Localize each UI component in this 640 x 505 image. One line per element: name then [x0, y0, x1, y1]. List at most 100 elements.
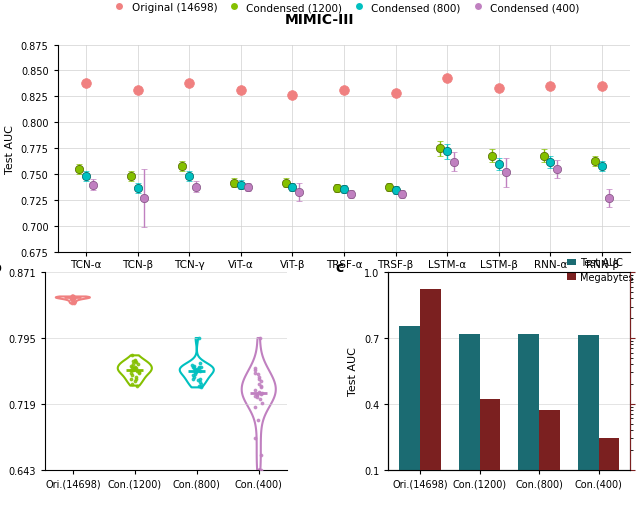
Point [67, 294, 77, 302]
Point [256, 378, 266, 386]
Point [68, 294, 79, 302]
Point [188, 364, 198, 372]
Text: a: a [17, 0, 27, 2]
Point [132, 367, 143, 375]
Bar [539, 411, 560, 505]
Point [250, 365, 260, 373]
Point [69, 294, 79, 302]
Text: MIMIC-III: MIMIC-III [285, 13, 355, 27]
Point [131, 365, 141, 373]
Point [188, 375, 198, 383]
Point [189, 368, 200, 376]
Point [67, 295, 77, 304]
Point [130, 356, 140, 364]
Point [132, 382, 143, 390]
Point [69, 299, 79, 307]
Point [195, 375, 205, 383]
Point [67, 293, 77, 301]
Point [133, 360, 143, 368]
Point [195, 365, 205, 373]
Point [67, 296, 77, 305]
Point [67, 294, 77, 302]
Point [134, 369, 144, 377]
Point [255, 384, 266, 392]
Point [130, 378, 140, 386]
Point [250, 369, 260, 377]
Point [131, 359, 141, 367]
Point [189, 362, 199, 370]
Point [194, 382, 204, 390]
Point [254, 380, 264, 388]
Point [68, 298, 79, 306]
Legend: Original (14698), Condensed (1200), Condensed (800), Condensed (400): Original (14698), Condensed (1200), Cond… [104, 0, 584, 17]
Point [250, 386, 260, 394]
Y-axis label: Test AUC: Test AUC [348, 347, 358, 395]
Bar [420, 290, 441, 505]
Point [257, 399, 267, 407]
Y-axis label: Test AUC: Test AUC [5, 125, 15, 173]
Point [189, 366, 200, 374]
Point [130, 358, 140, 366]
Point [250, 392, 260, 400]
Point [68, 297, 78, 305]
Point [194, 363, 204, 371]
Point [256, 451, 266, 459]
Point [125, 375, 136, 383]
Point [126, 366, 136, 374]
Point [67, 293, 77, 301]
Point [189, 365, 199, 373]
Point [67, 294, 77, 302]
Text: c: c [335, 261, 344, 275]
Point [255, 466, 266, 474]
Point [254, 373, 264, 381]
Point [128, 366, 138, 374]
Point [191, 366, 201, 374]
Point [68, 294, 78, 302]
Point [190, 370, 200, 378]
Point [253, 375, 264, 383]
Point [252, 416, 262, 424]
Point [67, 294, 77, 302]
Point [129, 365, 140, 373]
Point [67, 300, 77, 308]
Point [188, 372, 198, 380]
Bar [459, 334, 480, 491]
Point [127, 360, 138, 368]
Point [68, 294, 79, 302]
Point [252, 393, 262, 401]
Point [131, 373, 141, 381]
Point [255, 389, 265, 397]
Point [127, 380, 138, 388]
Point [66, 294, 76, 302]
Point [255, 334, 265, 342]
Point [134, 368, 144, 376]
Point [189, 373, 199, 381]
Point [250, 403, 260, 412]
Point [67, 294, 77, 302]
Point [128, 358, 138, 366]
Bar [578, 336, 598, 491]
Point [126, 369, 136, 377]
Point [67, 294, 77, 302]
Point [131, 375, 141, 383]
Point [68, 293, 78, 301]
Point [67, 295, 77, 304]
Point [193, 334, 204, 342]
Point [69, 295, 79, 304]
Point [130, 363, 140, 371]
Point [195, 378, 205, 386]
Point [257, 389, 268, 397]
Point [195, 360, 205, 368]
Point [252, 390, 262, 398]
Point [127, 363, 137, 371]
Bar [518, 335, 539, 491]
Point [68, 294, 78, 302]
Y-axis label: Test AUC: Test AUC [0, 347, 3, 395]
Point [250, 366, 260, 374]
Text: b: b [0, 261, 1, 275]
Bar [480, 399, 500, 505]
Legend: Test AUC, Megabytes: Test AUC, Megabytes [563, 254, 637, 286]
Point [255, 395, 265, 403]
Point [68, 293, 78, 301]
Point [256, 382, 266, 390]
